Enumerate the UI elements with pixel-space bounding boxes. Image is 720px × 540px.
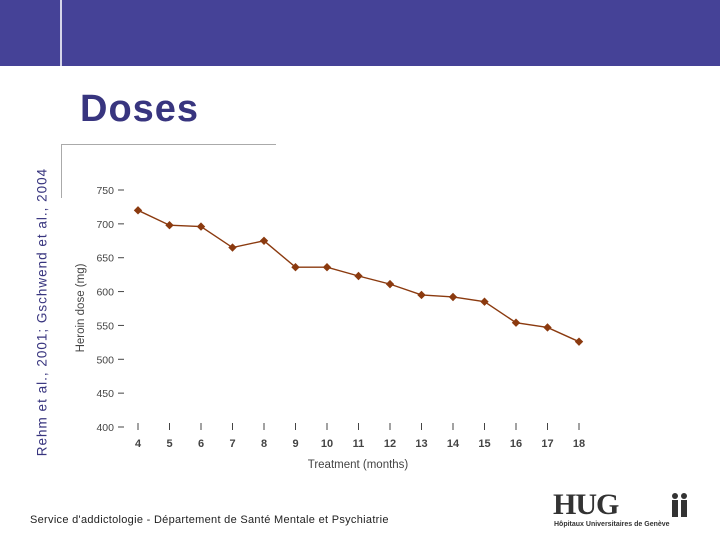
y-tick-label: 600 xyxy=(96,287,114,299)
data-point xyxy=(417,290,426,300)
data-point xyxy=(133,206,143,215)
y-tick-label: 500 xyxy=(96,354,114,366)
x-tick-label: 12 xyxy=(384,438,396,450)
x-tick-label: 5 xyxy=(166,438,172,450)
x-tick-label: 13 xyxy=(415,438,427,450)
x-tick-label: 9 xyxy=(292,438,298,450)
x-tick-label: 14 xyxy=(447,438,460,450)
y-tick-label: 450 xyxy=(96,388,114,400)
x-tick-label: 10 xyxy=(321,438,333,450)
x-axis-label: Treatment (months) xyxy=(308,459,409,471)
x-tick-label: 16 xyxy=(510,438,522,450)
x-tick-label: 11 xyxy=(353,438,365,450)
data-point xyxy=(196,222,206,231)
x-tick-label: 17 xyxy=(541,438,553,450)
data-point xyxy=(165,221,174,230)
left-rule xyxy=(61,144,62,198)
header-bar xyxy=(0,0,720,66)
x-tick-label: 6 xyxy=(198,438,204,450)
data-point xyxy=(448,292,458,302)
data-point xyxy=(511,318,521,327)
hug-logo-mark: HUG xyxy=(553,488,619,521)
data-point xyxy=(385,279,395,289)
hug-logo: HUG Hôpitaux Universitaires de Genève xyxy=(548,490,693,532)
y-tick-label: 700 xyxy=(96,219,114,231)
people-icon xyxy=(668,492,690,524)
header-divider xyxy=(60,0,62,66)
y-tick-label: 550 xyxy=(96,320,114,332)
data-point xyxy=(322,262,332,272)
data-point xyxy=(259,236,269,245)
y-tick-label: 650 xyxy=(96,253,114,265)
title-rule xyxy=(62,144,276,145)
slide-title: Doses xyxy=(80,88,200,130)
data-point xyxy=(574,337,584,346)
data-point xyxy=(354,271,363,281)
y-tick-label: 750 xyxy=(96,185,114,197)
x-tick-label: 7 xyxy=(229,438,235,450)
x-tick-label: 15 xyxy=(478,438,490,450)
x-tick-label: 8 xyxy=(261,438,267,450)
data-point xyxy=(543,323,552,332)
x-tick-label: 18 xyxy=(573,438,585,450)
hug-logo-caption: Hôpitaux Universitaires de Genève xyxy=(554,521,670,528)
data-point xyxy=(480,297,489,306)
footer-text: Service d'addictologie - Département de … xyxy=(30,514,389,526)
data-point xyxy=(228,243,237,252)
y-tick-label: 400 xyxy=(96,422,114,434)
x-tick-label: 4 xyxy=(135,438,142,450)
y-axis-label: Heroin dose (mg) xyxy=(75,263,87,352)
data-point xyxy=(291,262,300,272)
